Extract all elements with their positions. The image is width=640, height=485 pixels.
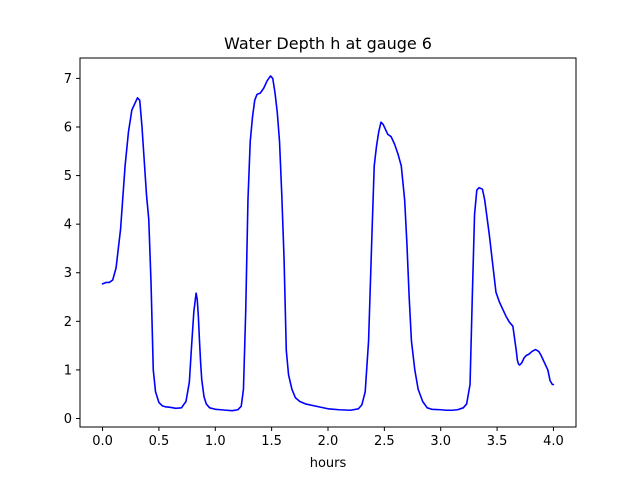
- x-tick-label: 0.0: [92, 434, 113, 449]
- x-tick-label: 1.0: [205, 434, 226, 449]
- x-axis-label: hours: [310, 456, 347, 471]
- x-tick-label: 3.5: [487, 434, 508, 449]
- plot-area: 0.0 0.5 1.0 1.5 2.0 2.5 3.0 3.5 4.0 0 1 2 3 4 5 6 7: [64, 57, 577, 449]
- y-tick-label: 6: [64, 120, 72, 135]
- x-tick-label: 0.5: [149, 434, 170, 449]
- x-tick-label: 2.0: [318, 434, 339, 449]
- x-tick-label: 1.5: [261, 434, 282, 449]
- y-tick-label: 3: [64, 266, 72, 281]
- x-tick-label: 3.0: [430, 434, 451, 449]
- y-tick-label: 0: [64, 412, 72, 427]
- y-tick-label: 2: [64, 315, 72, 330]
- y-tick-label: 5: [64, 169, 72, 184]
- y-tick-label: 1: [64, 363, 72, 378]
- x-tick-label: 4.0: [543, 434, 564, 449]
- y-tick-label: 7: [64, 72, 72, 87]
- y-tick-label: 4: [64, 218, 72, 233]
- x-tick-label: 2.5: [374, 434, 395, 449]
- chart-title: Water Depth h at gauge 6: [224, 34, 432, 53]
- series-line-0: [101, 75, 555, 412]
